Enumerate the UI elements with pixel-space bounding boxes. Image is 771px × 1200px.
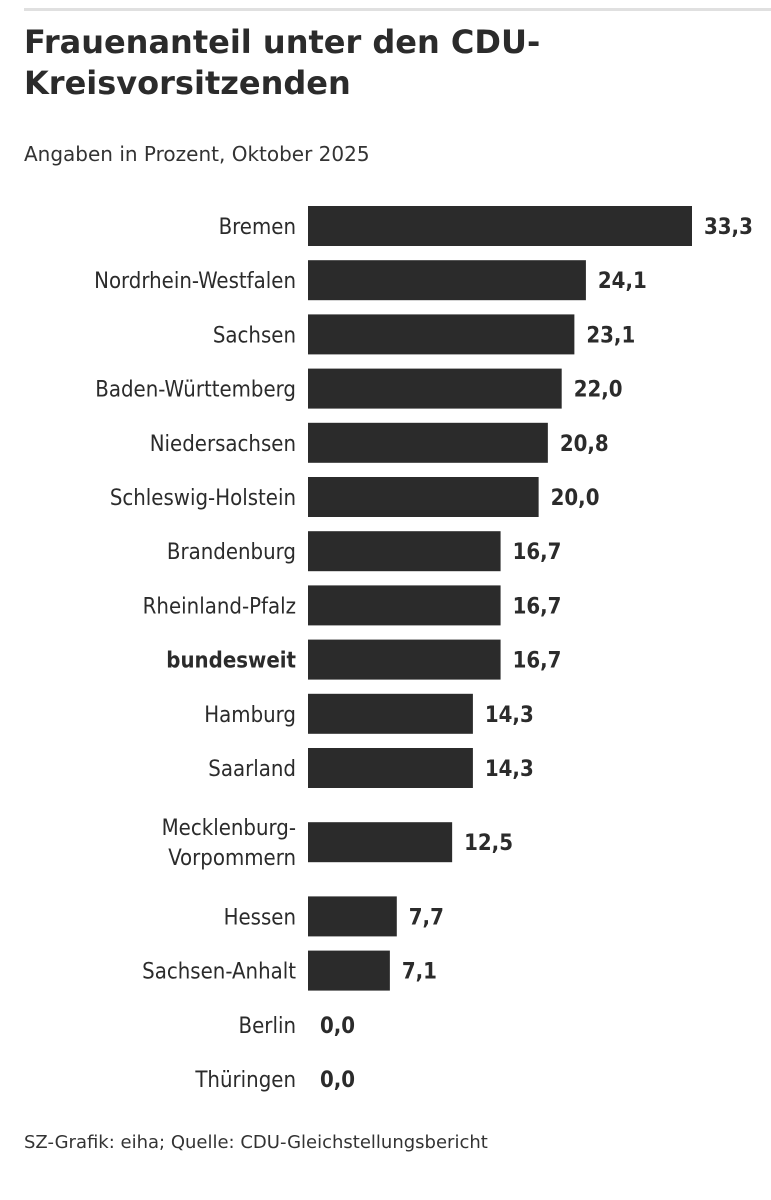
category-label: Saarland — [208, 757, 296, 782]
category-label: Sachsen-Anhalt — [142, 960, 296, 985]
value-label: 24,1 — [598, 269, 647, 294]
category-label: Nordrhein-Westfalen — [94, 269, 296, 294]
category-label: Mecklenburg- Vorpommern — [162, 816, 296, 871]
value-label: 14,3 — [485, 703, 534, 728]
bar — [308, 314, 575, 355]
value-label: 33,3 — [704, 215, 753, 240]
value-label: 0,0 — [320, 1068, 355, 1093]
category-label: Hessen — [224, 905, 296, 930]
category-label: Thüringen — [194, 1068, 296, 1093]
category-label-line: Hamburg — [204, 703, 296, 728]
bar — [308, 748, 473, 788]
category-label: bundesweit — [166, 649, 296, 674]
category-label: Niedersachsen — [150, 432, 296, 457]
category-label-line: Bremen — [219, 215, 296, 240]
value-label: 7,7 — [409, 905, 444, 930]
bar — [308, 822, 453, 863]
value-label: 16,7 — [513, 594, 562, 619]
category-label-line: Niedersachsen — [150, 432, 296, 457]
category-label-line: bundesweit — [166, 649, 296, 674]
value-label: 20,0 — [551, 486, 600, 511]
category-label: Sachsen — [213, 323, 296, 348]
value-label: 14,3 — [485, 757, 534, 782]
category-label-line: Sachsen-Anhalt — [142, 960, 296, 985]
value-label: 16,7 — [513, 649, 562, 674]
category-label-line: Thüringen — [194, 1068, 296, 1093]
bar — [308, 477, 539, 517]
value-label: 22,0 — [574, 378, 623, 403]
bars — [308, 206, 692, 991]
category-label-line: Vorpommern — [168, 846, 296, 871]
category-label-line: Nordrhein-Westfalen — [94, 269, 296, 294]
value-label: 23,1 — [586, 323, 635, 348]
category-label: Hamburg — [204, 703, 296, 728]
top-rule — [24, 8, 771, 11]
bar — [308, 693, 473, 734]
category-label-line: Schleswig-Holstein — [110, 486, 296, 511]
category-label: Berlin — [239, 1014, 296, 1039]
value-label: 20,8 — [560, 432, 609, 457]
bar — [308, 585, 501, 626]
value-label: 16,7 — [513, 540, 562, 565]
category-label-line: Saarland — [208, 757, 296, 782]
category-label-line: Baden-Württemberg — [95, 378, 296, 403]
category-label-line: Brandenburg — [167, 540, 296, 565]
category-label: Schleswig-Holstein — [110, 486, 296, 511]
value-labels: 33,3 24,1 23,1 22,0 20,8 20,0 16,7 16,7 16,7 14,3… — [320, 215, 753, 1093]
category-labels: Bremen Nordrhein-Westfalen Sachsen Baden-Wü… — [94, 215, 296, 1093]
bar — [308, 896, 397, 937]
bar — [308, 639, 501, 680]
category-label-line: Sachsen — [213, 323, 296, 348]
source-note: SZ-Grafik: eiha; Quelle: CDU-Gleichstell… — [24, 1132, 488, 1153]
category-label-line: Hessen — [224, 905, 296, 930]
category-label: Baden-Württemberg — [95, 378, 296, 403]
bar — [308, 260, 586, 301]
value-label: 7,1 — [402, 960, 437, 985]
bar — [308, 206, 692, 246]
category-label: Bremen — [219, 215, 296, 240]
bar — [308, 422, 548, 463]
bar — [308, 368, 562, 409]
chart-title: Frauenanteil unter den CDU-Kreisvorsitze… — [24, 23, 541, 102]
category-label: Brandenburg — [167, 540, 296, 565]
bar — [308, 950, 390, 991]
bar-chart: Bremen Nordrhein-Westfalen Sachsen Baden-Wü… — [94, 206, 753, 1093]
value-label: 0,0 — [320, 1014, 355, 1039]
chart-subtitle: Angaben in Prozent, Oktober 2025 — [24, 142, 370, 166]
value-label: 12,5 — [464, 831, 513, 856]
category-label-line: Berlin — [239, 1014, 296, 1039]
category-label: Rheinland-Pfalz — [143, 594, 296, 619]
category-label-line: Mecklenburg- — [162, 816, 296, 841]
category-label-line: Rheinland-Pfalz — [143, 594, 296, 619]
bar — [308, 531, 501, 572]
